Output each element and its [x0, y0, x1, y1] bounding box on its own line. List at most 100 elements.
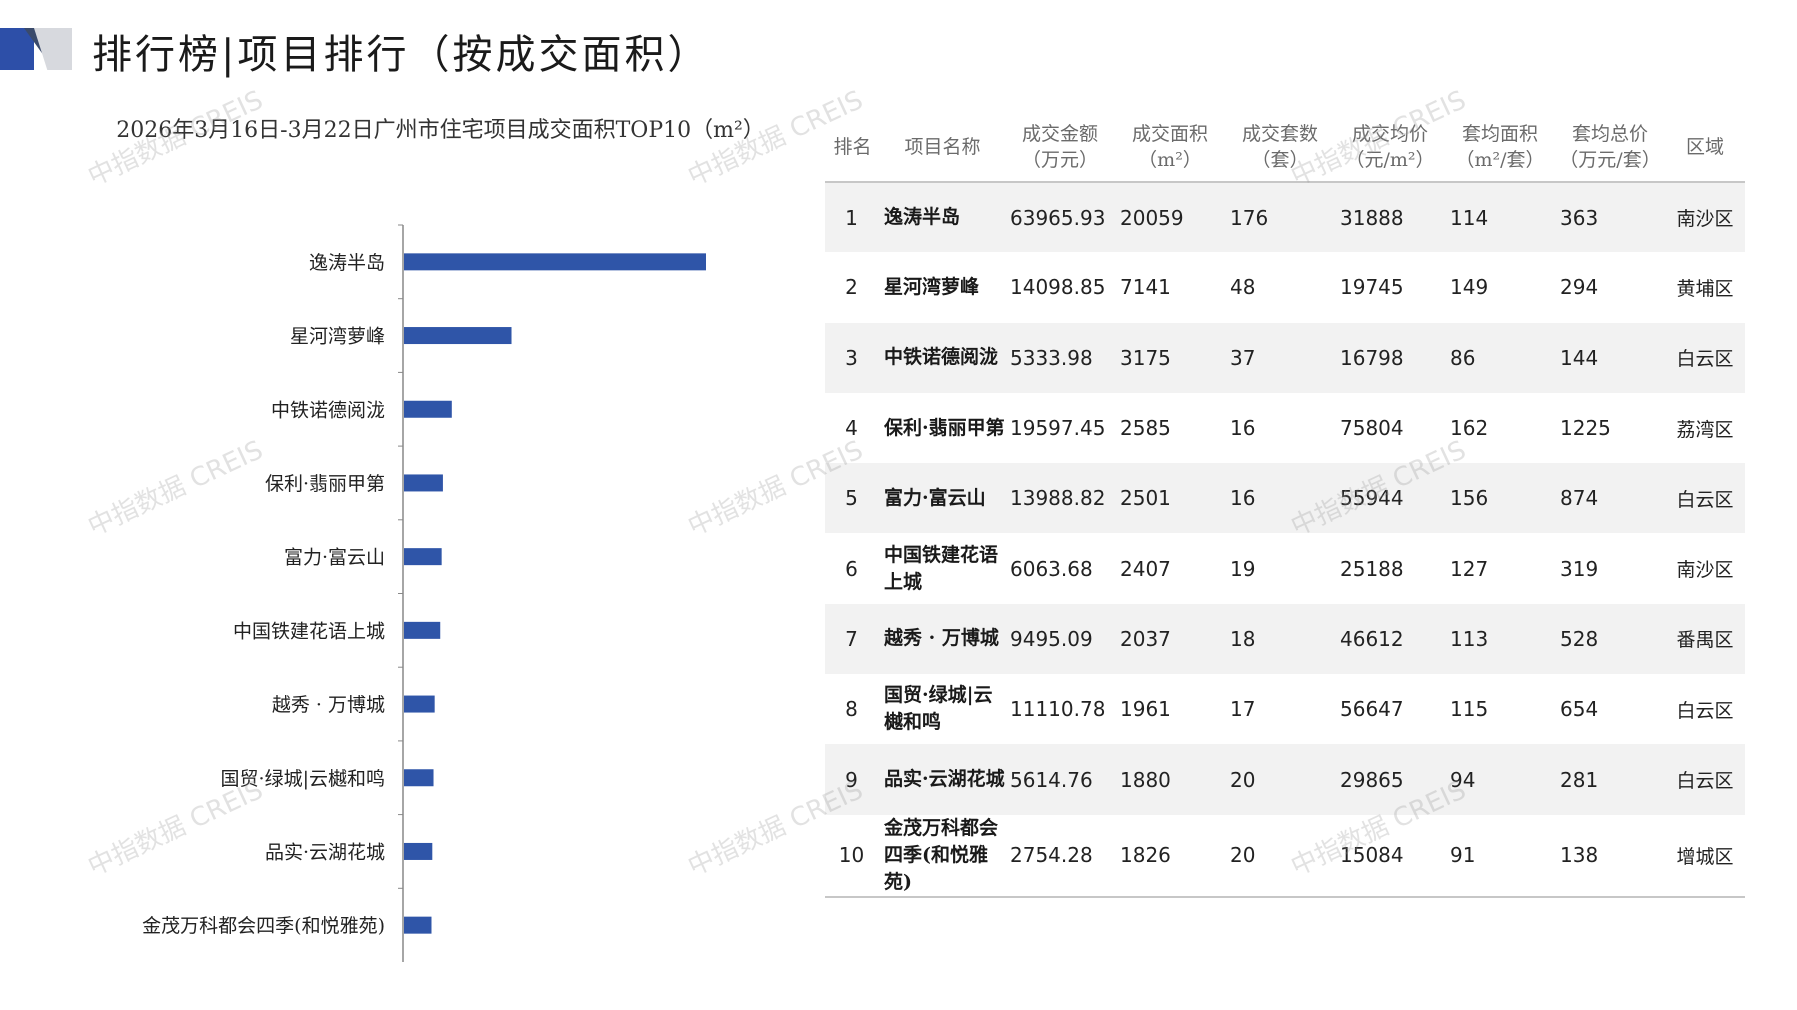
table-cell: 4	[845, 416, 858, 441]
table-row: 1 逸涛半岛 63965.93 20059 176 31888 114 363 南沙区	[825, 182, 1745, 253]
table-row: 9 品实·云湖花城 5614.76 1880 20 29865 94 281 白云区	[825, 744, 1745, 815]
table-cell: 2407	[1120, 556, 1171, 581]
table-cell: 9495.09	[1005, 603, 1115, 675]
column-header-9: 区域	[1665, 112, 1745, 183]
chart-title: 2026年3月16日-3月22日广州市住宅项目成交面积TOP10（m²）	[116, 118, 765, 143]
table-cell: 31888	[1335, 182, 1445, 253]
table-cell: 逸涛半岛	[880, 182, 1005, 253]
table-cell: 保利·翡丽甲第	[884, 416, 1005, 439]
table-cell: 中铁诺德阅泷	[880, 322, 1005, 393]
table-cell: 3	[825, 322, 880, 393]
column-header-7: 套均面积 （m²/套）	[1445, 112, 1555, 183]
table-cell: 18	[1225, 603, 1335, 675]
table-cell: 91	[1445, 814, 1555, 898]
table-cell: 8	[845, 697, 858, 722]
table-cell: 138	[1555, 814, 1665, 898]
table-cell: 127	[1450, 556, 1489, 581]
table-cell: 162	[1450, 416, 1489, 441]
table-cell: 37	[1225, 322, 1335, 393]
category-label-6: 中国铁建花语上城	[233, 620, 385, 642]
table-cell: 654	[1560, 697, 1599, 722]
bar-1	[404, 253, 706, 271]
table-row: 7 越秀 · 万博城 9495.09 2037 18 46612 113 528 番禺区	[825, 603, 1745, 675]
bar-2	[404, 327, 512, 345]
table-cell: 白云区	[1665, 744, 1745, 815]
table-cell: 黄埔区	[1676, 277, 1734, 300]
bar-7	[404, 695, 435, 713]
table-cell: 14098.85	[1010, 275, 1106, 300]
table-cell: 2501	[1115, 463, 1225, 534]
table-row: 10 金茂万科都会四季(和悦雅苑) 2754.28 1826 20 15084 91 138 增…	[825, 814, 1745, 898]
table-cell: 7	[825, 603, 880, 675]
table-cell: 114	[1445, 182, 1555, 253]
table-cell: 1	[825, 182, 880, 253]
table-cell: 176	[1225, 182, 1335, 253]
table-cell: 13988.82	[1005, 463, 1115, 534]
table-cell: 19745	[1340, 275, 1404, 300]
category-label-10: 金茂万科都会四季(和悦雅苑)	[142, 915, 385, 937]
table-cell: 白云区	[1665, 463, 1745, 534]
table-cell: 48	[1230, 275, 1256, 300]
table-cell: 7141	[1120, 275, 1171, 300]
table-cell: 94	[1445, 744, 1555, 815]
table-cell: 白云区	[1676, 699, 1734, 722]
column-header-2: 项目名称	[880, 112, 1005, 183]
bar-5	[404, 548, 442, 566]
table-cell: 2	[845, 275, 858, 300]
table-cell: 2754.28	[1005, 814, 1115, 898]
table-row: 4 保利·翡丽甲第 19597.45 2585 16 75804 162 1225 荔湾区	[825, 393, 1745, 463]
table-cell: 3175	[1115, 322, 1225, 393]
category-label-4: 保利·翡丽甲第	[265, 473, 385, 495]
table-cell: 63965.93	[1005, 182, 1115, 253]
table-cell: 6	[845, 556, 858, 581]
table-cell: 115	[1450, 697, 1489, 722]
table-cell: 29865	[1335, 744, 1445, 815]
ranking-table-container: 排名 项目名称 成交金额 （万元） 成交面积 （m²） 成交套数 （套） 成交均价 （元/m²）套…	[825, 112, 1745, 898]
table-cell: 1961	[1120, 697, 1171, 722]
bar-10	[404, 916, 432, 934]
category-label-3: 中铁诺德阅泷	[271, 399, 385, 421]
bar-6	[404, 621, 441, 639]
table-row: 8 国贸·绿城|云樾和鸣 11110.78 1961 17 56647 115 654 白云区	[825, 674, 1745, 744]
table-cell: 9	[825, 744, 880, 815]
table-header-row: 排名 项目名称 成交金额 （万元） 成交面积 （m²） 成交套数 （套） 成交均价 （元/m²）套…	[825, 112, 1745, 183]
ranking-table: 排名 项目名称 成交金额 （万元） 成交面积 （m²） 成交套数 （套） 成交均价 （元/m²）套…	[825, 112, 1745, 898]
table-cell: 113	[1445, 603, 1555, 675]
table-cell: 国贸·绿城|云樾和鸣	[884, 684, 993, 734]
bar-8	[404, 769, 434, 787]
table-cell: 156	[1445, 463, 1555, 534]
table-cell: 5614.76	[1005, 744, 1115, 815]
table-cell: 1880	[1115, 744, 1225, 815]
table-cell: 中国铁建花语上城	[884, 543, 999, 593]
bar-4	[404, 474, 443, 492]
column-header-4: 成交面积 （m²）	[1115, 112, 1225, 183]
category-label-1: 逸涛半岛	[309, 252, 385, 274]
table-cell: 19597.45	[1010, 416, 1106, 441]
table-cell: 20059	[1115, 182, 1225, 253]
column-header-5: 成交套数 （套）	[1225, 112, 1335, 183]
table-cell: 6063.68	[1010, 556, 1093, 581]
table-cell: 品实·云湖花城	[880, 744, 1005, 815]
category-label-8: 国贸·绿城|云樾和鸣	[221, 768, 385, 790]
table-cell: 363	[1555, 182, 1665, 253]
table-cell: 南沙区	[1665, 182, 1745, 253]
table-cell: 281	[1555, 744, 1665, 815]
table-row: 6 中国铁建花语上城 6063.68 2407 19 25188 127 319 南沙区	[825, 533, 1745, 603]
table-cell: 富力·富云山	[880, 463, 1005, 534]
table-cell: 20	[1225, 814, 1335, 898]
table-cell: 5	[825, 463, 880, 534]
table-cell: 25188	[1340, 556, 1404, 581]
table-cell: 19	[1230, 556, 1256, 581]
table-cell: 874	[1555, 463, 1665, 534]
table-cell: 金茂万科都会四季(和悦雅苑)	[880, 814, 1005, 898]
table-cell: 10	[825, 814, 880, 898]
table-cell: 20	[1225, 744, 1335, 815]
column-header-3: 成交金额 （万元）	[1005, 112, 1115, 183]
table-cell: 528	[1555, 603, 1665, 675]
table-row: 3 中铁诺德阅泷 5333.98 3175 37 16798 86 144 白云区	[825, 322, 1745, 393]
category-label-7: 越秀 · 万博城	[272, 694, 385, 716]
table-cell: 86	[1445, 322, 1555, 393]
category-label-2: 星河湾萝峰	[290, 326, 385, 348]
table-cell: 星河湾萝峰	[884, 275, 980, 298]
